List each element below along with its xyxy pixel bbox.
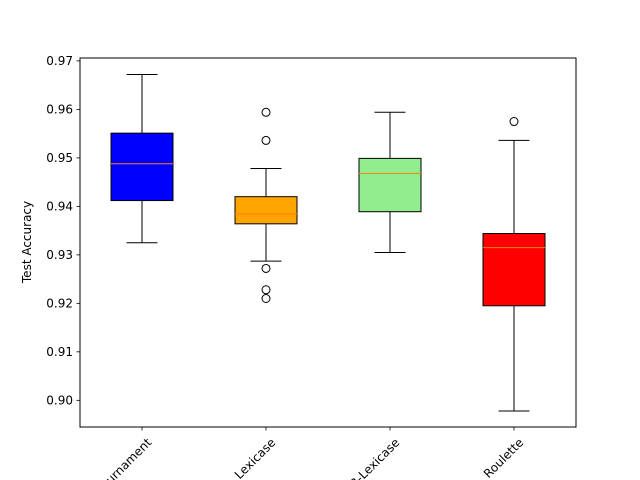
box-iqr <box>234 196 298 225</box>
outlier-point <box>261 263 271 273</box>
y-tick-label: 0.93 <box>46 248 73 262</box>
box-group <box>482 117 546 412</box>
y-axis: 0.90 0.91 0.92 0.93 0.94 0.95 0.96 0.97 <box>46 54 80 408</box>
outlier-point <box>509 117 519 127</box>
y-tick-label: 0.96 <box>46 103 73 117</box>
outlier-point <box>261 135 271 145</box>
outlier-point <box>261 294 271 304</box>
outlier-point <box>261 285 271 295</box>
y-tick-label: 0.92 <box>46 297 73 311</box>
y-tick-label: 0.95 <box>46 151 73 165</box>
box-group <box>110 73 174 244</box>
y-tick-label: 0.94 <box>46 200 73 214</box>
y-tick-label: 0.97 <box>46 54 73 68</box>
box-iqr <box>482 233 546 307</box>
box-group <box>234 107 298 304</box>
y-tick-label: 0.90 <box>46 394 73 408</box>
y-axis-label: Test Accuracy <box>20 201 34 284</box>
box-group <box>358 111 422 253</box>
y-tick-label: 0.91 <box>46 345 73 359</box>
plot-frame <box>79 57 577 428</box>
box-iqr <box>358 157 422 213</box>
outlier-point <box>261 107 271 117</box>
box-marks <box>110 73 546 412</box>
box-iqr <box>110 132 174 202</box>
